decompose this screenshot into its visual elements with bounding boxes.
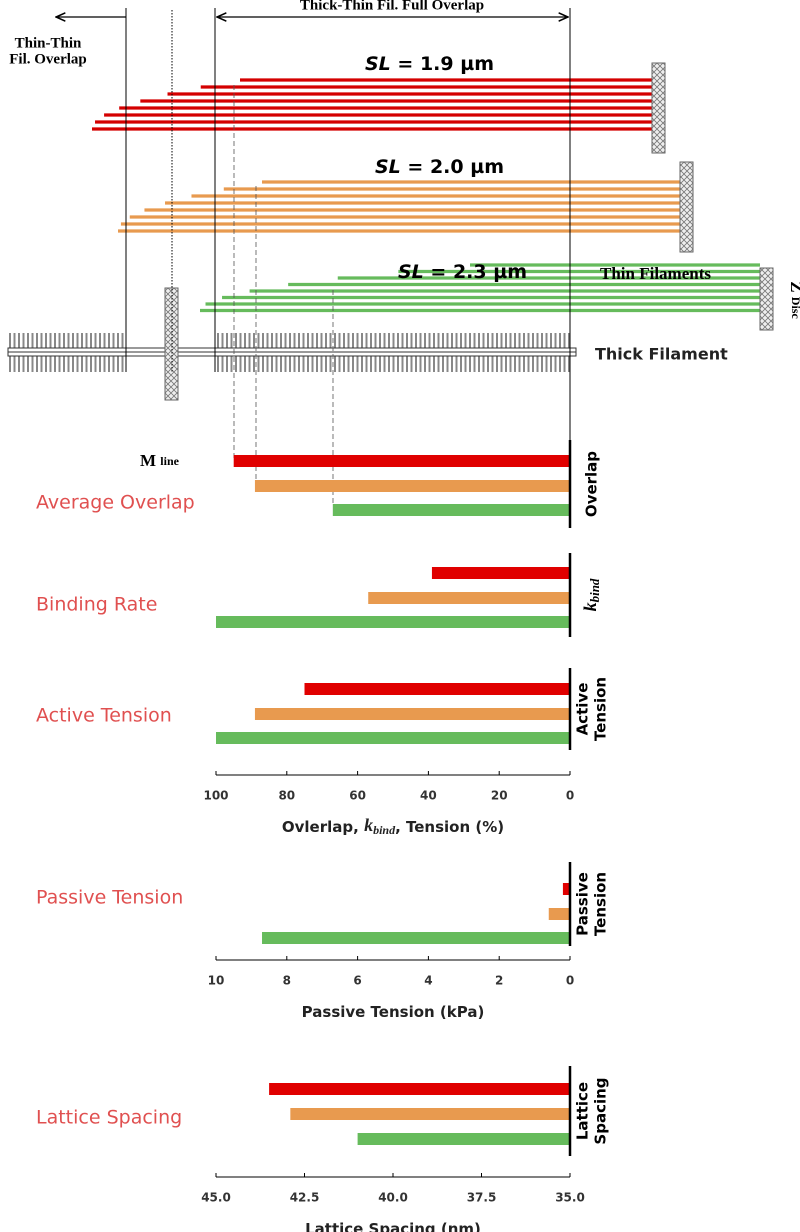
overlap-label: Thick-Thin Fil. Full Overlap: [300, 0, 484, 13]
x-tick-label: 60: [349, 789, 366, 803]
bar: [254, 480, 570, 492]
side-label: Tension: [592, 872, 610, 936]
sl-label: SL = 2.3 µm: [398, 261, 527, 283]
x-tick-label: 42.5: [290, 1191, 320, 1205]
overlap-label: Fil. Overlap: [9, 51, 87, 67]
x-label-text: Ovlerlap,: [282, 818, 364, 836]
mline-small: line: [160, 454, 179, 468]
x-tick-label: 0: [566, 974, 574, 988]
bar: [233, 455, 570, 467]
x-tick-label: 45.0: [201, 1191, 231, 1205]
panel-title: Active Tension: [36, 705, 172, 727]
side-label-var: k: [580, 602, 600, 611]
thin-label: Thin Filaments: [600, 264, 711, 283]
side-label: Passive: [574, 872, 592, 936]
bar: [368, 592, 570, 604]
z-disc: [759, 267, 774, 331]
sl-var: SL: [375, 156, 401, 178]
side-label-sub: bind: [587, 578, 602, 602]
x-tick-label: 40.0: [378, 1191, 408, 1205]
z-disc: [651, 62, 666, 154]
x-tick-label: 80: [278, 789, 295, 803]
bar: [269, 1083, 570, 1095]
x-label-text: Passive Tension (kPa): [302, 1003, 485, 1021]
overlap-label: Thin-Thin: [15, 35, 82, 51]
zdisc-main: Z: [787, 281, 800, 292]
bar: [254, 708, 570, 720]
sl-value: = 1.9 µm: [391, 53, 494, 75]
sl-var: SL: [365, 53, 391, 75]
panel-title: Passive Tension: [36, 887, 183, 909]
bar: [262, 932, 570, 944]
x-tick-label: 35.0: [555, 1191, 585, 1205]
bar: [357, 1133, 570, 1145]
x-tick-label: 6: [353, 974, 361, 988]
x-tick-label: 4: [424, 974, 432, 988]
x-axis-label: Ovlerlap, kbind, Tension (%): [282, 815, 504, 837]
zdisc-label: Z Disc: [787, 281, 800, 319]
panel-title: Average Overlap: [36, 492, 195, 514]
x-tick-label: 10: [208, 974, 225, 988]
x-label-var: k: [364, 815, 373, 835]
bar: [290, 1108, 570, 1120]
bar: [216, 732, 570, 744]
side-label: kbind: [580, 578, 602, 611]
thick-label: Thick Filament: [595, 345, 728, 364]
side-label: Lattice: [574, 1082, 592, 1140]
sl-value: = 2.0 µm: [401, 156, 504, 178]
panel-title: Binding Rate: [36, 594, 157, 616]
panel-title: Lattice Spacing: [36, 1107, 182, 1129]
sl-value: = 2.3 µm: [424, 261, 527, 283]
bar: [548, 908, 570, 920]
side-label: Active: [574, 683, 592, 736]
x-label-text: , Tension (%): [395, 818, 504, 836]
x-tick-label: 2: [495, 974, 503, 988]
x-tick-label: 0: [566, 789, 574, 803]
x-tick-label: 40: [420, 789, 437, 803]
side-label: Spacing: [592, 1077, 610, 1144]
x-tick-label: 37.5: [467, 1191, 497, 1205]
z-disc: [679, 161, 694, 253]
x-tick-label: 100: [203, 789, 228, 803]
bar: [332, 504, 570, 516]
mline-main: M: [140, 451, 156, 470]
bar: [431, 567, 570, 579]
bar: [304, 683, 570, 695]
x-label-text: Lattice Spacing (nm): [305, 1220, 481, 1232]
sl-label: SL = 1.9 µm: [365, 53, 494, 75]
x-tick-label: 20: [491, 789, 508, 803]
bar: [216, 616, 570, 628]
bar: [562, 883, 570, 895]
x-tick-label: 8: [283, 974, 291, 988]
x-axis-label: Lattice Spacing (nm): [305, 1220, 481, 1232]
side-label: Tension: [592, 677, 610, 741]
x-label-sub: bind: [373, 823, 396, 837]
side-label: Overlap: [583, 451, 601, 517]
sl-label: SL = 2.0 µm: [375, 156, 504, 178]
zdisc-small: Disc: [789, 297, 800, 320]
mline-label: M line: [140, 451, 180, 470]
sl-var: SL: [398, 261, 424, 283]
x-axis-label: Passive Tension (kPa): [302, 1003, 485, 1021]
